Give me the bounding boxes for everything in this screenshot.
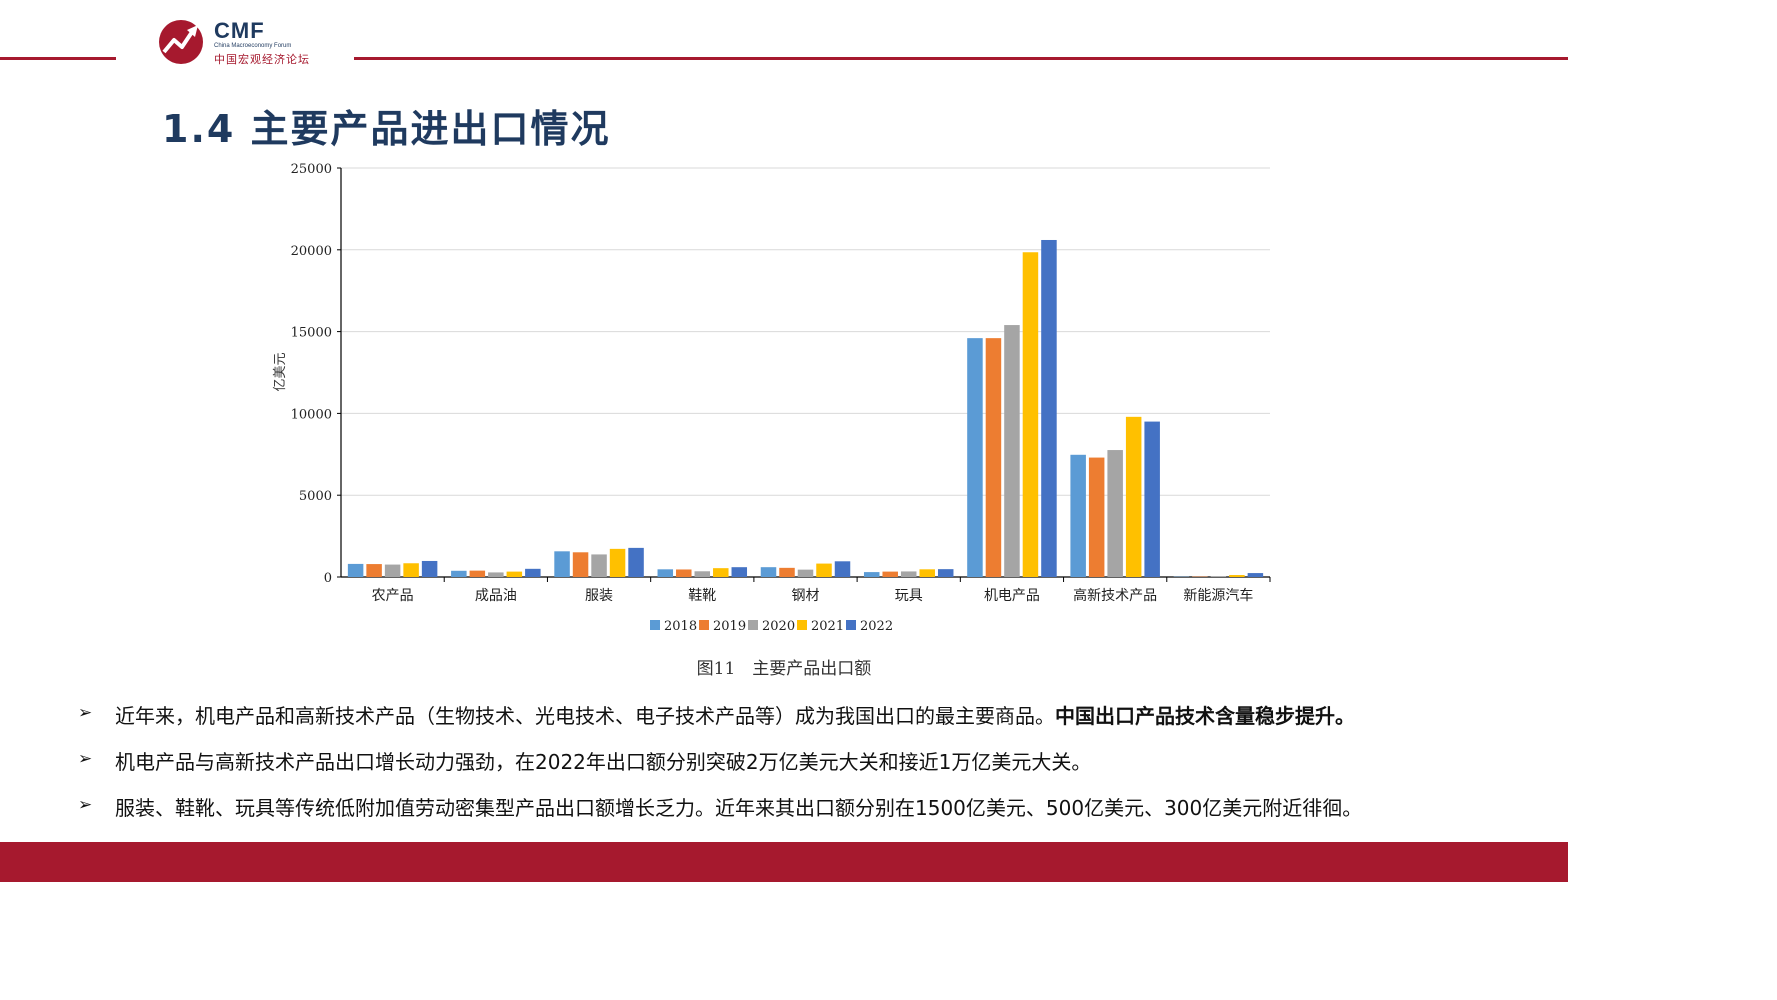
bar-2019 (1088, 457, 1105, 577)
bullet-text: 服装、鞋靴、玩具等传统低附加值劳动密集型产品出口额增长乏力。近年来其出口额分别在… (115, 792, 1362, 821)
bar-2019 (572, 552, 589, 577)
bar-2018 (451, 570, 467, 577)
bullet-item: ➢ 近年来，机电产品和高新技术产品（生物技术、光电技术、电子技术产品等）成为我国… (78, 698, 1548, 744)
y-tick-label: 25000 (291, 162, 332, 177)
bar-2020 (591, 554, 607, 577)
bar-2021 (816, 563, 832, 577)
logo-wordmark: CMF (214, 18, 265, 43)
bar-2020 (488, 572, 504, 577)
bar-2021 (609, 548, 626, 577)
bullet-body: 服装、鞋靴、玩具等传统低附加值劳动密集型产品出口额增长乏力。近年来其出口额分别在… (115, 796, 1363, 820)
bar-2022 (834, 561, 851, 577)
bullet-body: 近年来，机电产品和高新技术产品（生物技术、光电技术、电子技术产品等）成为我国出口… (115, 704, 1055, 728)
bar-2022 (1144, 421, 1160, 577)
x-tick-label: 农产品 (372, 588, 414, 604)
y-tick-label: 10000 (291, 407, 332, 422)
bullet-text: 近年来，机电产品和高新技术产品（生物技术、光电技术、电子技术产品等）成为我国出口… (115, 700, 1355, 729)
bar-2020 (384, 564, 401, 577)
bar-2019 (676, 569, 692, 577)
bar-2022 (731, 567, 748, 577)
bar-2019 (779, 567, 795, 577)
arrow-bullet-icon: ➢ (78, 703, 93, 723)
logo-subtitle-en: China Macroeconomy Forum (214, 43, 292, 49)
x-tick-label: 玩具 (895, 588, 923, 604)
bar-2019 (366, 564, 382, 577)
cmf-emblem-icon (159, 20, 203, 64)
bar-2020 (1107, 450, 1123, 577)
bar-2020 (1210, 576, 1227, 577)
bar-2021 (1022, 252, 1039, 577)
logo-subtitle-cn: 中国宏观经济论坛 (214, 53, 310, 66)
cmf-logo: CMF China Macroeconomy Forum 中国宏观经济论坛 (156, 16, 346, 68)
bar-2022 (628, 547, 644, 577)
y-tick-label: 5000 (299, 489, 332, 504)
bar-2021 (1125, 416, 1142, 577)
bar-2018 (347, 563, 364, 577)
legend-label: 2022 (860, 619, 893, 634)
bar-2021 (713, 568, 729, 577)
header-rule-left (0, 57, 116, 60)
legend-swatch (748, 620, 758, 630)
bar-2018 (760, 567, 777, 577)
legend-swatch (699, 620, 709, 630)
arrow-bullet-icon: ➢ (78, 795, 93, 815)
legend-swatch (797, 620, 807, 630)
y-tick-label: 20000 (291, 244, 332, 259)
x-tick-label: 成品油 (475, 588, 517, 604)
x-tick-label: 新能源汽车 (1183, 587, 1253, 604)
bullet-body: 机电产品与高新技术产品出口增长动力强劲，在2022年出口额分别突破2万亿美元大关… (115, 750, 1092, 774)
arrow-bullet-icon: ➢ (78, 749, 93, 769)
bar-2022 (937, 569, 954, 577)
bar-2022 (1247, 573, 1264, 577)
x-tick-label: 服装 (585, 588, 613, 604)
bar-2018 (863, 572, 880, 577)
bar-2020 (1004, 325, 1020, 577)
bar-2018 (967, 338, 983, 577)
bullet-emphasis: 中国出口产品技术含量稳步提升。 (1055, 704, 1355, 728)
bar-2021 (919, 569, 935, 577)
bar-2018 (657, 569, 674, 577)
footer-bar (0, 842, 1568, 882)
bar-2019 (469, 570, 486, 577)
y-tick-label: 15000 (291, 326, 332, 341)
bullet-item: ➢ 服装、鞋靴、玩具等传统低附加值劳动密集型产品出口额增长乏力。近年来其出口额分… (78, 790, 1548, 836)
bar-2020 (900, 571, 917, 577)
legend-label: 2018 (664, 619, 697, 634)
bar-2020 (797, 569, 814, 577)
bar-2019 (882, 571, 898, 577)
bar-2021 (1229, 575, 1245, 577)
bullet-list: ➢ 近年来，机电产品和高新技术产品（生物技术、光电技术、电子技术产品等）成为我国… (78, 698, 1548, 836)
chart-container: 0 5000 10000 15000 20000 25000 亿美元农产品 成品油 服装 鞋靴 钢材… (273, 162, 1271, 634)
bar-2018 (554, 551, 570, 577)
x-tick-label: 高新技术产品 (1073, 587, 1157, 604)
bar-2022 (421, 560, 438, 577)
x-tick-label: 机电产品 (984, 588, 1040, 604)
bar-2021 (403, 563, 419, 577)
bullet-item: ➢ 机电产品与高新技术产品出口增长动力强劲，在2022年出口额分别突破2万亿美元… (78, 744, 1548, 790)
legend-swatch (846, 620, 856, 630)
bar-2019 (985, 338, 1002, 577)
bar-2018 (1070, 454, 1086, 577)
x-tick-label: 鞋靴 (688, 588, 716, 604)
y-axis-label: 亿美元 (273, 352, 288, 391)
bullet-text: 机电产品与高新技术产品出口增长动力强劲，在2022年出口额分别突破2万亿美元大关… (115, 746, 1091, 775)
legend-label: 2019 (713, 619, 746, 634)
header-rule-right (354, 57, 1568, 60)
x-tick-label: 钢材 (792, 588, 820, 604)
bar-2022 (1041, 239, 1057, 577)
y-tick-label: 0 (324, 571, 332, 586)
legend-label: 2021 (811, 619, 844, 634)
chart-caption: 图11 主要产品出口额 (696, 659, 872, 679)
bar-2020 (694, 571, 711, 577)
bar-2022 (525, 568, 541, 577)
legend-label: 2020 (762, 619, 795, 634)
page-title: 1.4 主要产品进出口情况 (162, 107, 611, 151)
bar-2021 (506, 571, 523, 577)
legend-swatch (650, 620, 660, 630)
